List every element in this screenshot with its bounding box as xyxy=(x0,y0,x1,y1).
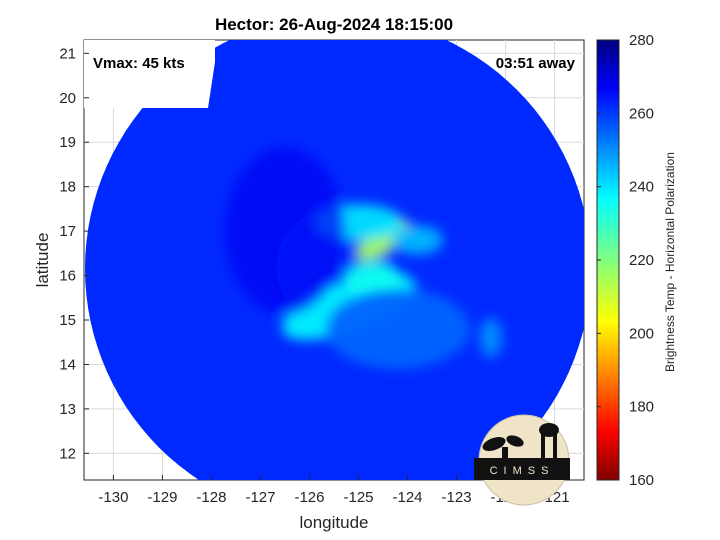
time-away-annotation: 03:51 away xyxy=(496,55,576,72)
y-tick-label: 18 xyxy=(59,179,76,196)
swath-feature xyxy=(479,318,503,358)
x-tick-label: -123 xyxy=(442,489,472,506)
colorbar-tick-label: 260 xyxy=(629,105,654,122)
y-tick-label: 12 xyxy=(59,445,76,462)
colorbar-tick-label: 200 xyxy=(629,325,654,342)
x-tick-label: -129 xyxy=(147,489,177,506)
colorbar: 160 180 200 220 240 260 280 Brightness Temp - … xyxy=(596,32,677,489)
x-tick-label: -124 xyxy=(393,489,423,506)
x-tick-label: -127 xyxy=(245,489,275,506)
colorbar-tick-label: 180 xyxy=(629,399,654,416)
y-tick-label: 21 xyxy=(59,45,76,62)
swath-notch xyxy=(84,40,215,108)
swath-feature xyxy=(224,147,345,316)
x-tick-label: -130 xyxy=(98,489,128,506)
y-tick-label: 19 xyxy=(59,134,76,151)
colorbar-tick-label: 240 xyxy=(629,179,654,196)
logo-text: CIMSS xyxy=(490,465,555,477)
y-axis: 12 13 14 15 16 17 18 19 20 21 xyxy=(59,45,89,462)
swath-feature xyxy=(344,262,403,298)
swath-feature xyxy=(391,225,443,255)
x-tick-label: -128 xyxy=(196,489,226,506)
vmax-annotation: Vmax: 45 kts xyxy=(93,55,185,72)
x-axis-label: longitude xyxy=(299,513,368,532)
y-tick-label: 15 xyxy=(59,312,76,329)
colorbar-tick-label: 220 xyxy=(629,252,654,269)
y-tick-label: 13 xyxy=(59,401,76,418)
swath xyxy=(84,40,584,480)
y-tick-label: 20 xyxy=(59,90,76,107)
y-tick-label: 17 xyxy=(59,223,76,240)
colorbar-label: Brightness Temp - Horizontal Polarizatio… xyxy=(663,152,677,372)
swath-feature xyxy=(325,288,470,369)
y-tick-label: 14 xyxy=(59,356,76,373)
x-tick-label: -125 xyxy=(343,489,373,506)
colorbar-tick-label: 160 xyxy=(629,472,654,489)
chart-title: Hector: 26-Aug-2024 18:15:00 xyxy=(215,15,453,34)
y-axis-label: latitude xyxy=(33,233,52,288)
cimss-logo: CIMSS xyxy=(474,414,570,506)
colorbar-tick-label: 280 xyxy=(629,32,654,49)
x-tick-label: -126 xyxy=(294,489,324,506)
y-tick-label: 16 xyxy=(59,268,76,285)
